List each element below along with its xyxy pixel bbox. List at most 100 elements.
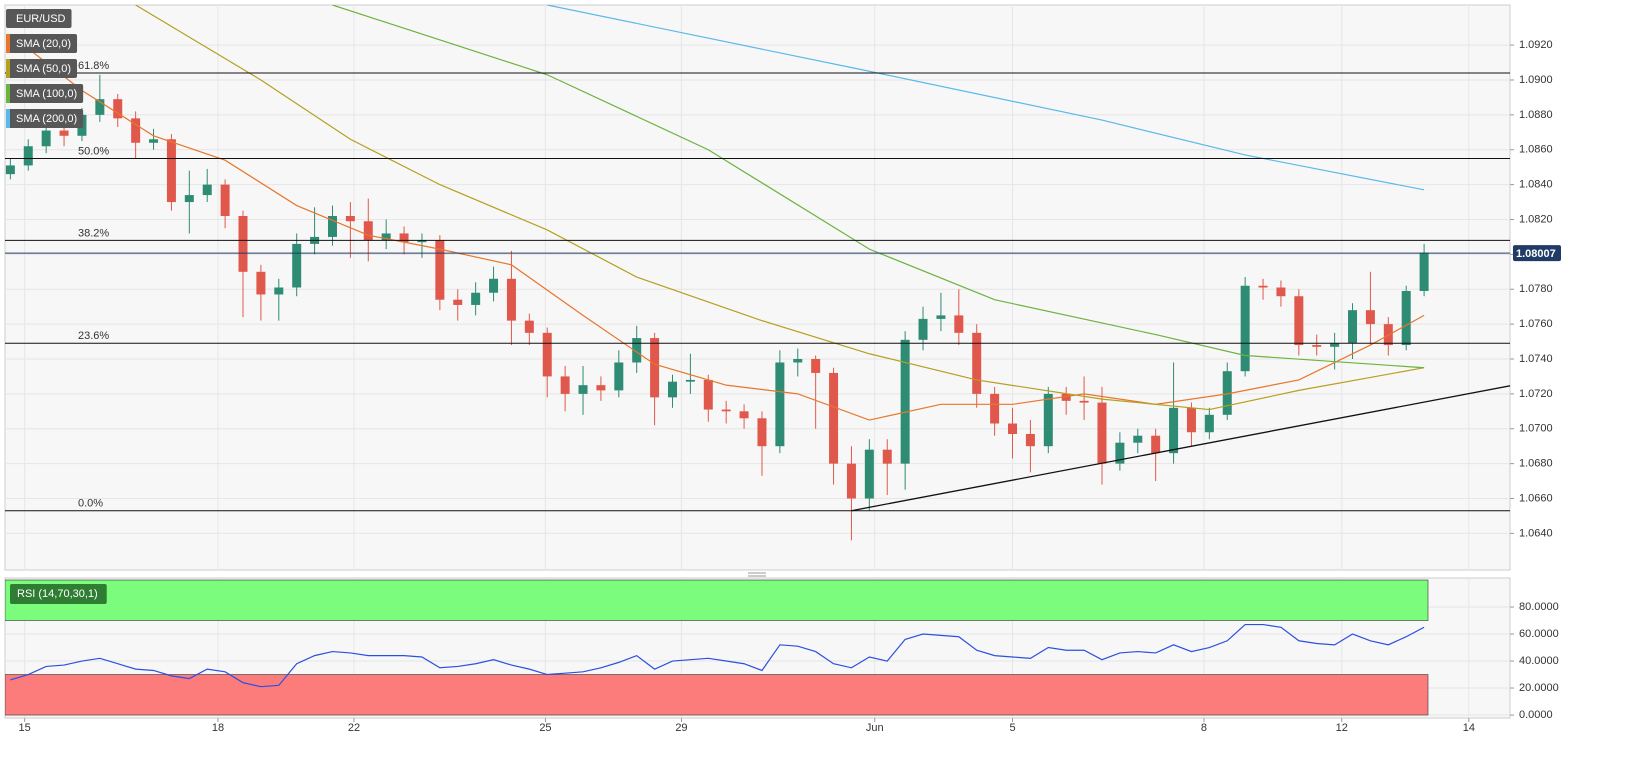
- x-tick-label: 29: [675, 722, 687, 734]
- candle-body: [990, 393, 1000, 424]
- fib-label: 50.0%: [78, 145, 109, 157]
- candle-body: [345, 216, 355, 222]
- y-tick-label: 1.0920: [1519, 39, 1553, 51]
- candle-body: [667, 381, 677, 398]
- candle-body: [113, 99, 123, 119]
- candle-body: [596, 385, 606, 391]
- y-tick-label: 20.0000: [1519, 682, 1559, 694]
- candle-body: [327, 216, 337, 237]
- y-tick-label: 40.0000: [1519, 655, 1559, 667]
- y-tick-label: 1.0760: [1519, 318, 1553, 330]
- y-tick-label: 1.0640: [1519, 527, 1553, 539]
- legend-box: [6, 59, 78, 78]
- candle-body: [5, 165, 15, 175]
- candle-body: [560, 376, 570, 394]
- candle-body: [650, 338, 660, 398]
- candle-body: [1025, 433, 1035, 447]
- y-tick-label: 1.0740: [1519, 353, 1553, 365]
- legend-swatch: [6, 84, 10, 103]
- candle-body: [1294, 296, 1304, 346]
- sma-line: [135, 5, 1425, 411]
- legend-item: SMA (100,0): [6, 84, 84, 103]
- legend-item: SMA (200,0): [6, 109, 84, 128]
- legend-swatch: [6, 34, 10, 53]
- legend-item: EUR/USD: [6, 9, 72, 28]
- candle-body: [829, 372, 839, 464]
- legend-item: SMA (50,0): [6, 59, 78, 78]
- candle-body: [1365, 310, 1375, 325]
- legend-box: [6, 109, 84, 128]
- candle-body: [632, 338, 642, 363]
- candle-body: [1401, 290, 1411, 346]
- candle-body: [1097, 402, 1107, 464]
- x-tick-label: 12: [1336, 722, 1348, 734]
- candle-body: [471, 292, 481, 305]
- candle-body: [149, 139, 159, 143]
- sma-line: [9, 34, 1425, 421]
- legend-box: [6, 9, 72, 28]
- candle-body: [435, 240, 445, 300]
- y-tick-label: 1.0900: [1519, 74, 1553, 86]
- legend-label: SMA (100,0): [16, 88, 77, 100]
- plot-content: [5, 5, 1510, 541]
- y-tick-label: 1.0720: [1519, 388, 1553, 400]
- y-tick-label: 1.0840: [1519, 179, 1553, 191]
- candle-body: [1008, 423, 1018, 434]
- legend-swatch: [6, 109, 10, 128]
- candle-body: [274, 287, 284, 295]
- legend-box: [6, 84, 84, 103]
- candle-body: [1348, 310, 1358, 344]
- candle-body: [757, 418, 767, 447]
- candle-body: [614, 362, 624, 391]
- candle-body: [1204, 414, 1214, 433]
- candle-body: [1061, 393, 1071, 401]
- candle-body: [542, 332, 552, 377]
- candle-body: [506, 278, 516, 321]
- rsi-band: [5, 674, 1429, 716]
- legend-label: RSI (14,70,30,1): [17, 588, 98, 600]
- candle-body: [23, 146, 33, 166]
- candle-body: [184, 195, 194, 203]
- candle-body: [936, 315, 946, 319]
- candle-body: [1419, 252, 1429, 291]
- candle-body: [131, 118, 141, 143]
- legend-box: [6, 34, 78, 53]
- rsi-line: [10, 623, 1425, 688]
- y-tick-label: 80.0000: [1519, 601, 1559, 613]
- candle-body: [166, 139, 176, 203]
- candle-body: [846, 463, 856, 499]
- x-tick-label: 22: [348, 722, 360, 734]
- candle-body: [363, 221, 373, 241]
- x-tick-label: 15: [19, 722, 31, 734]
- candle-body: [578, 385, 588, 394]
- candle-body: [1186, 407, 1196, 433]
- y-tick-label: 1.0680: [1519, 458, 1553, 470]
- x-tick-label: 5: [1009, 722, 1015, 734]
- candle-body: [381, 233, 391, 241]
- candle-body: [1133, 435, 1143, 443]
- candle-body: [1115, 442, 1125, 464]
- panel-separator[interactable]: [748, 572, 766, 577]
- last-price-tag: [1513, 245, 1561, 262]
- candle-body: [524, 320, 534, 333]
- candle-body: [1312, 345, 1322, 347]
- y-tick-label: 1.0700: [1519, 423, 1553, 435]
- fib-label: 23.6%: [78, 330, 109, 342]
- legend-box: [10, 584, 107, 604]
- x-tick-label: 14: [1463, 722, 1475, 734]
- candle-body: [1276, 287, 1286, 297]
- sma-line: [332, 5, 1425, 369]
- fib-label: 38.2%: [78, 227, 109, 239]
- candle-body: [417, 240, 427, 243]
- candle-body: [721, 409, 731, 412]
- sma-line: [547, 5, 1425, 191]
- candle-body: [1330, 343, 1340, 347]
- y-tick-label: 1.0860: [1519, 144, 1553, 156]
- legend-item: RSI (14,70,30,1): [10, 584, 107, 604]
- candle-body: [703, 379, 713, 410]
- fib-label: 61.8%: [78, 60, 109, 72]
- y-tick-label: 0.0000: [1519, 709, 1553, 721]
- candle-body: [954, 315, 964, 333]
